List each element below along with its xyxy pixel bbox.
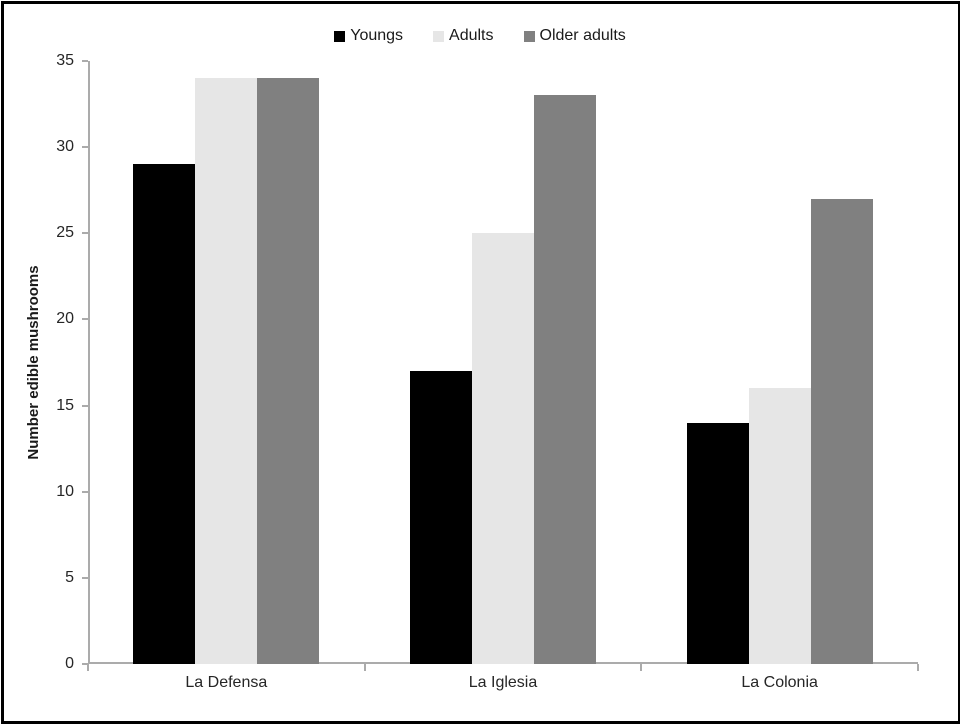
y-tick-mark [82, 60, 88, 62]
bar-older-adults-la-iglesia [534, 95, 596, 664]
x-tick-mark [363, 664, 366, 671]
legend-item-youngs: Youngs [334, 27, 403, 45]
x-tick-mark [87, 664, 89, 671]
bar-adults-la-colonia [748, 388, 811, 664]
y-tick-mark [82, 232, 88, 235]
bar-youngs-la-iglesia [410, 371, 472, 664]
y-tick-label: 0 [65, 655, 74, 672]
bar-older-adults-la-defensa [257, 78, 320, 664]
y-tick-label: 5 [65, 568, 74, 586]
y-tick-mark [82, 663, 88, 665]
legend-swatch-youngs [334, 30, 346, 42]
legend-label: Youngs [350, 27, 404, 44]
y-tick-mark [82, 146, 88, 149]
bar-older-adults-la-colonia [810, 198, 873, 664]
y-tick-label: 25 [56, 224, 74, 242]
legend-item-older-adults: Older adults [523, 27, 626, 45]
y-tick-label: 15 [56, 396, 74, 414]
x-category-label: La Iglesia [468, 674, 538, 691]
y-tick-label: 20 [56, 310, 74, 328]
y-tick-label: 35 [56, 52, 74, 69]
legend-label: Adults [449, 27, 494, 44]
x-tick-mark [640, 664, 643, 671]
y-tick-label: 30 [56, 138, 74, 156]
y-tick-mark [82, 404, 88, 407]
x-category-label: La Colonia [741, 674, 818, 691]
bar-youngs-la-colonia [686, 422, 749, 664]
y-tick-label: 10 [56, 482, 74, 500]
bar-adults-la-iglesia [472, 233, 534, 664]
y-tick-mark [82, 576, 88, 579]
y-tick-mark [82, 490, 88, 493]
legend-item-adults: Adults [433, 27, 494, 45]
chart-legend: Youngs Adults Older adults [0, 26, 960, 46]
bar-youngs-la-defensa [133, 164, 196, 664]
legend-label: Older adults [539, 27, 626, 44]
legend-swatch-adults [433, 30, 445, 42]
legend-swatch-older-adults [523, 30, 535, 42]
x-tick-mark [917, 664, 919, 671]
bar-adults-la-defensa [195, 78, 258, 664]
x-category-label: La Defensa [185, 674, 268, 691]
y-tick-mark [82, 318, 88, 321]
